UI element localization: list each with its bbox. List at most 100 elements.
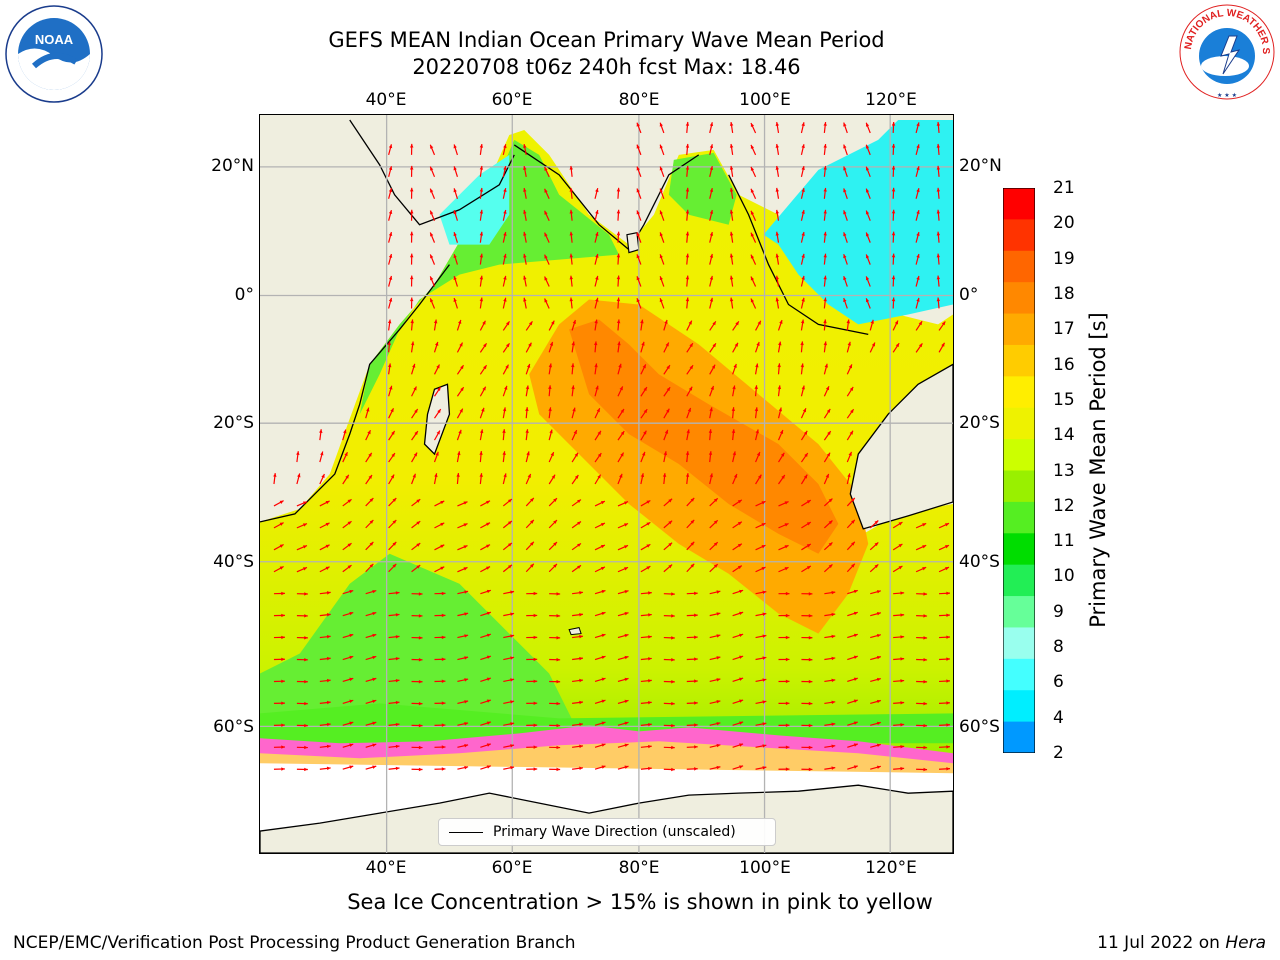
wave-arrow-head bbox=[945, 523, 950, 527]
wave-arrow-head bbox=[510, 590, 515, 594]
wave-arrow-head bbox=[523, 188, 527, 192]
wave-arrow-head bbox=[574, 475, 579, 479]
wave-arrow-head bbox=[544, 254, 548, 259]
wave-arrow-head bbox=[800, 319, 805, 324]
wave-arrow-head bbox=[453, 166, 457, 171]
wave-arrow-head bbox=[595, 275, 599, 280]
colorbar-band bbox=[1003, 533, 1035, 566]
colorbar-band bbox=[1003, 596, 1035, 628]
wave-arrow-head bbox=[870, 319, 874, 324]
wave-arrow-head bbox=[479, 144, 484, 148]
wave-arrow-head bbox=[620, 409, 624, 413]
wave-arrow-head bbox=[553, 563, 557, 568]
lon-label-top: 120°E bbox=[865, 90, 917, 110]
wave-arrow-head bbox=[395, 700, 400, 705]
wave-arrow-head bbox=[659, 122, 663, 127]
wave-arrow-head bbox=[775, 165, 780, 170]
wave-arrow-head bbox=[876, 699, 881, 704]
wave-arrow-head bbox=[556, 745, 561, 750]
wave-arrow-head bbox=[601, 699, 606, 703]
wave-arrow-head bbox=[556, 657, 561, 662]
wave-arrow-head bbox=[876, 765, 881, 769]
wave-arrow-head bbox=[711, 364, 716, 369]
wave-arrow-head bbox=[507, 520, 512, 525]
wave-arrow-head bbox=[430, 254, 434, 259]
wave-arrow-head bbox=[732, 385, 736, 390]
wave-arrow-head bbox=[778, 407, 782, 412]
wave-arrow-head bbox=[453, 276, 457, 281]
wave-arrow-head bbox=[281, 635, 285, 640]
wave-arrow-head bbox=[716, 656, 721, 660]
wave-arrow-head bbox=[510, 656, 515, 660]
wave-arrow-head bbox=[663, 451, 668, 456]
lat-label-left: 20°N bbox=[211, 156, 254, 176]
wave-arrow-head bbox=[569, 253, 573, 258]
wave-arrow-head bbox=[713, 542, 718, 546]
wave-arrow-head bbox=[279, 566, 284, 570]
wave-arrow-head bbox=[891, 297, 896, 302]
wave-arrow-head bbox=[453, 144, 457, 149]
wave-arrow-head bbox=[922, 545, 927, 549]
wave-arrow-head bbox=[801, 166, 805, 171]
wave-arrow-head bbox=[708, 429, 713, 433]
wave-arrow-head bbox=[388, 210, 393, 215]
wave-arrow-head bbox=[801, 385, 805, 390]
wave-arrow-head bbox=[648, 722, 652, 727]
wave-period-map[interactable] bbox=[259, 114, 954, 854]
wave-arrow-head bbox=[823, 319, 827, 324]
wave-arrow-head bbox=[648, 657, 652, 661]
wave-arrow-head bbox=[685, 231, 690, 236]
wave-arrow-head bbox=[801, 144, 805, 149]
wave-arrow-head bbox=[601, 589, 606, 594]
wave-arrow-head bbox=[806, 522, 811, 526]
wave-arrow-head bbox=[624, 743, 629, 747]
wave-arrow-head bbox=[502, 407, 507, 412]
wave-arrow-head bbox=[343, 429, 347, 434]
wave-arrow-head bbox=[648, 591, 652, 595]
wave-arrow-head bbox=[395, 613, 400, 617]
wave-arrow-head bbox=[636, 276, 640, 281]
wave-arrow-head bbox=[688, 320, 692, 325]
noaa-logo: NOAA bbox=[5, 5, 103, 103]
wave-arrow-head bbox=[483, 343, 487, 348]
colorbar-tick-label: 17 bbox=[1053, 319, 1075, 340]
wave-arrow-head bbox=[646, 566, 651, 570]
wave-arrow-head bbox=[923, 658, 928, 662]
wave-arrow-head bbox=[304, 701, 308, 706]
wave-arrow-head bbox=[785, 679, 790, 684]
wave-arrow-head bbox=[849, 386, 854, 391]
wave-arrow-head bbox=[624, 590, 629, 594]
wave-arrow-head bbox=[387, 319, 392, 324]
wave-arrow-head bbox=[785, 767, 790, 771]
wave-arrow-head bbox=[395, 722, 400, 727]
wave-arrow-head bbox=[664, 429, 669, 434]
wave-arrow-head bbox=[523, 144, 527, 149]
wave-arrow-head bbox=[784, 523, 789, 527]
wave-arrow-head bbox=[388, 144, 393, 149]
colorbar-band bbox=[1003, 627, 1035, 660]
wave-arrow-head bbox=[430, 166, 434, 171]
wave-arrow-head bbox=[785, 657, 790, 662]
wave-arrow-head bbox=[739, 611, 744, 616]
wave-arrow-head bbox=[281, 767, 285, 771]
wave-arrow-head bbox=[596, 408, 600, 413]
wave-arrow-head bbox=[463, 523, 468, 527]
wave-arrow-head bbox=[775, 231, 780, 236]
wave-arrow-head bbox=[716, 721, 721, 726]
wave-arrow-head bbox=[936, 121, 941, 126]
wave-arrow-head bbox=[486, 655, 491, 659]
wave-arrow-head bbox=[784, 567, 789, 571]
wave-arrow-head bbox=[530, 497, 534, 502]
wave-arrow-head bbox=[808, 723, 813, 728]
wave-arrow-head bbox=[640, 319, 644, 324]
wave-arrow-head bbox=[533, 657, 538, 662]
wave-arrow-head bbox=[505, 364, 509, 369]
wave-arrow-head bbox=[643, 430, 647, 435]
wave-arrow-head bbox=[388, 297, 393, 302]
wave-arrow-head bbox=[507, 542, 512, 547]
wave-arrow-head bbox=[616, 187, 621, 192]
colorbar-band bbox=[1003, 501, 1035, 534]
wave-arrow-head bbox=[372, 655, 377, 660]
wave-arrow-head bbox=[659, 276, 663, 281]
wave-arrow-head bbox=[779, 430, 784, 435]
